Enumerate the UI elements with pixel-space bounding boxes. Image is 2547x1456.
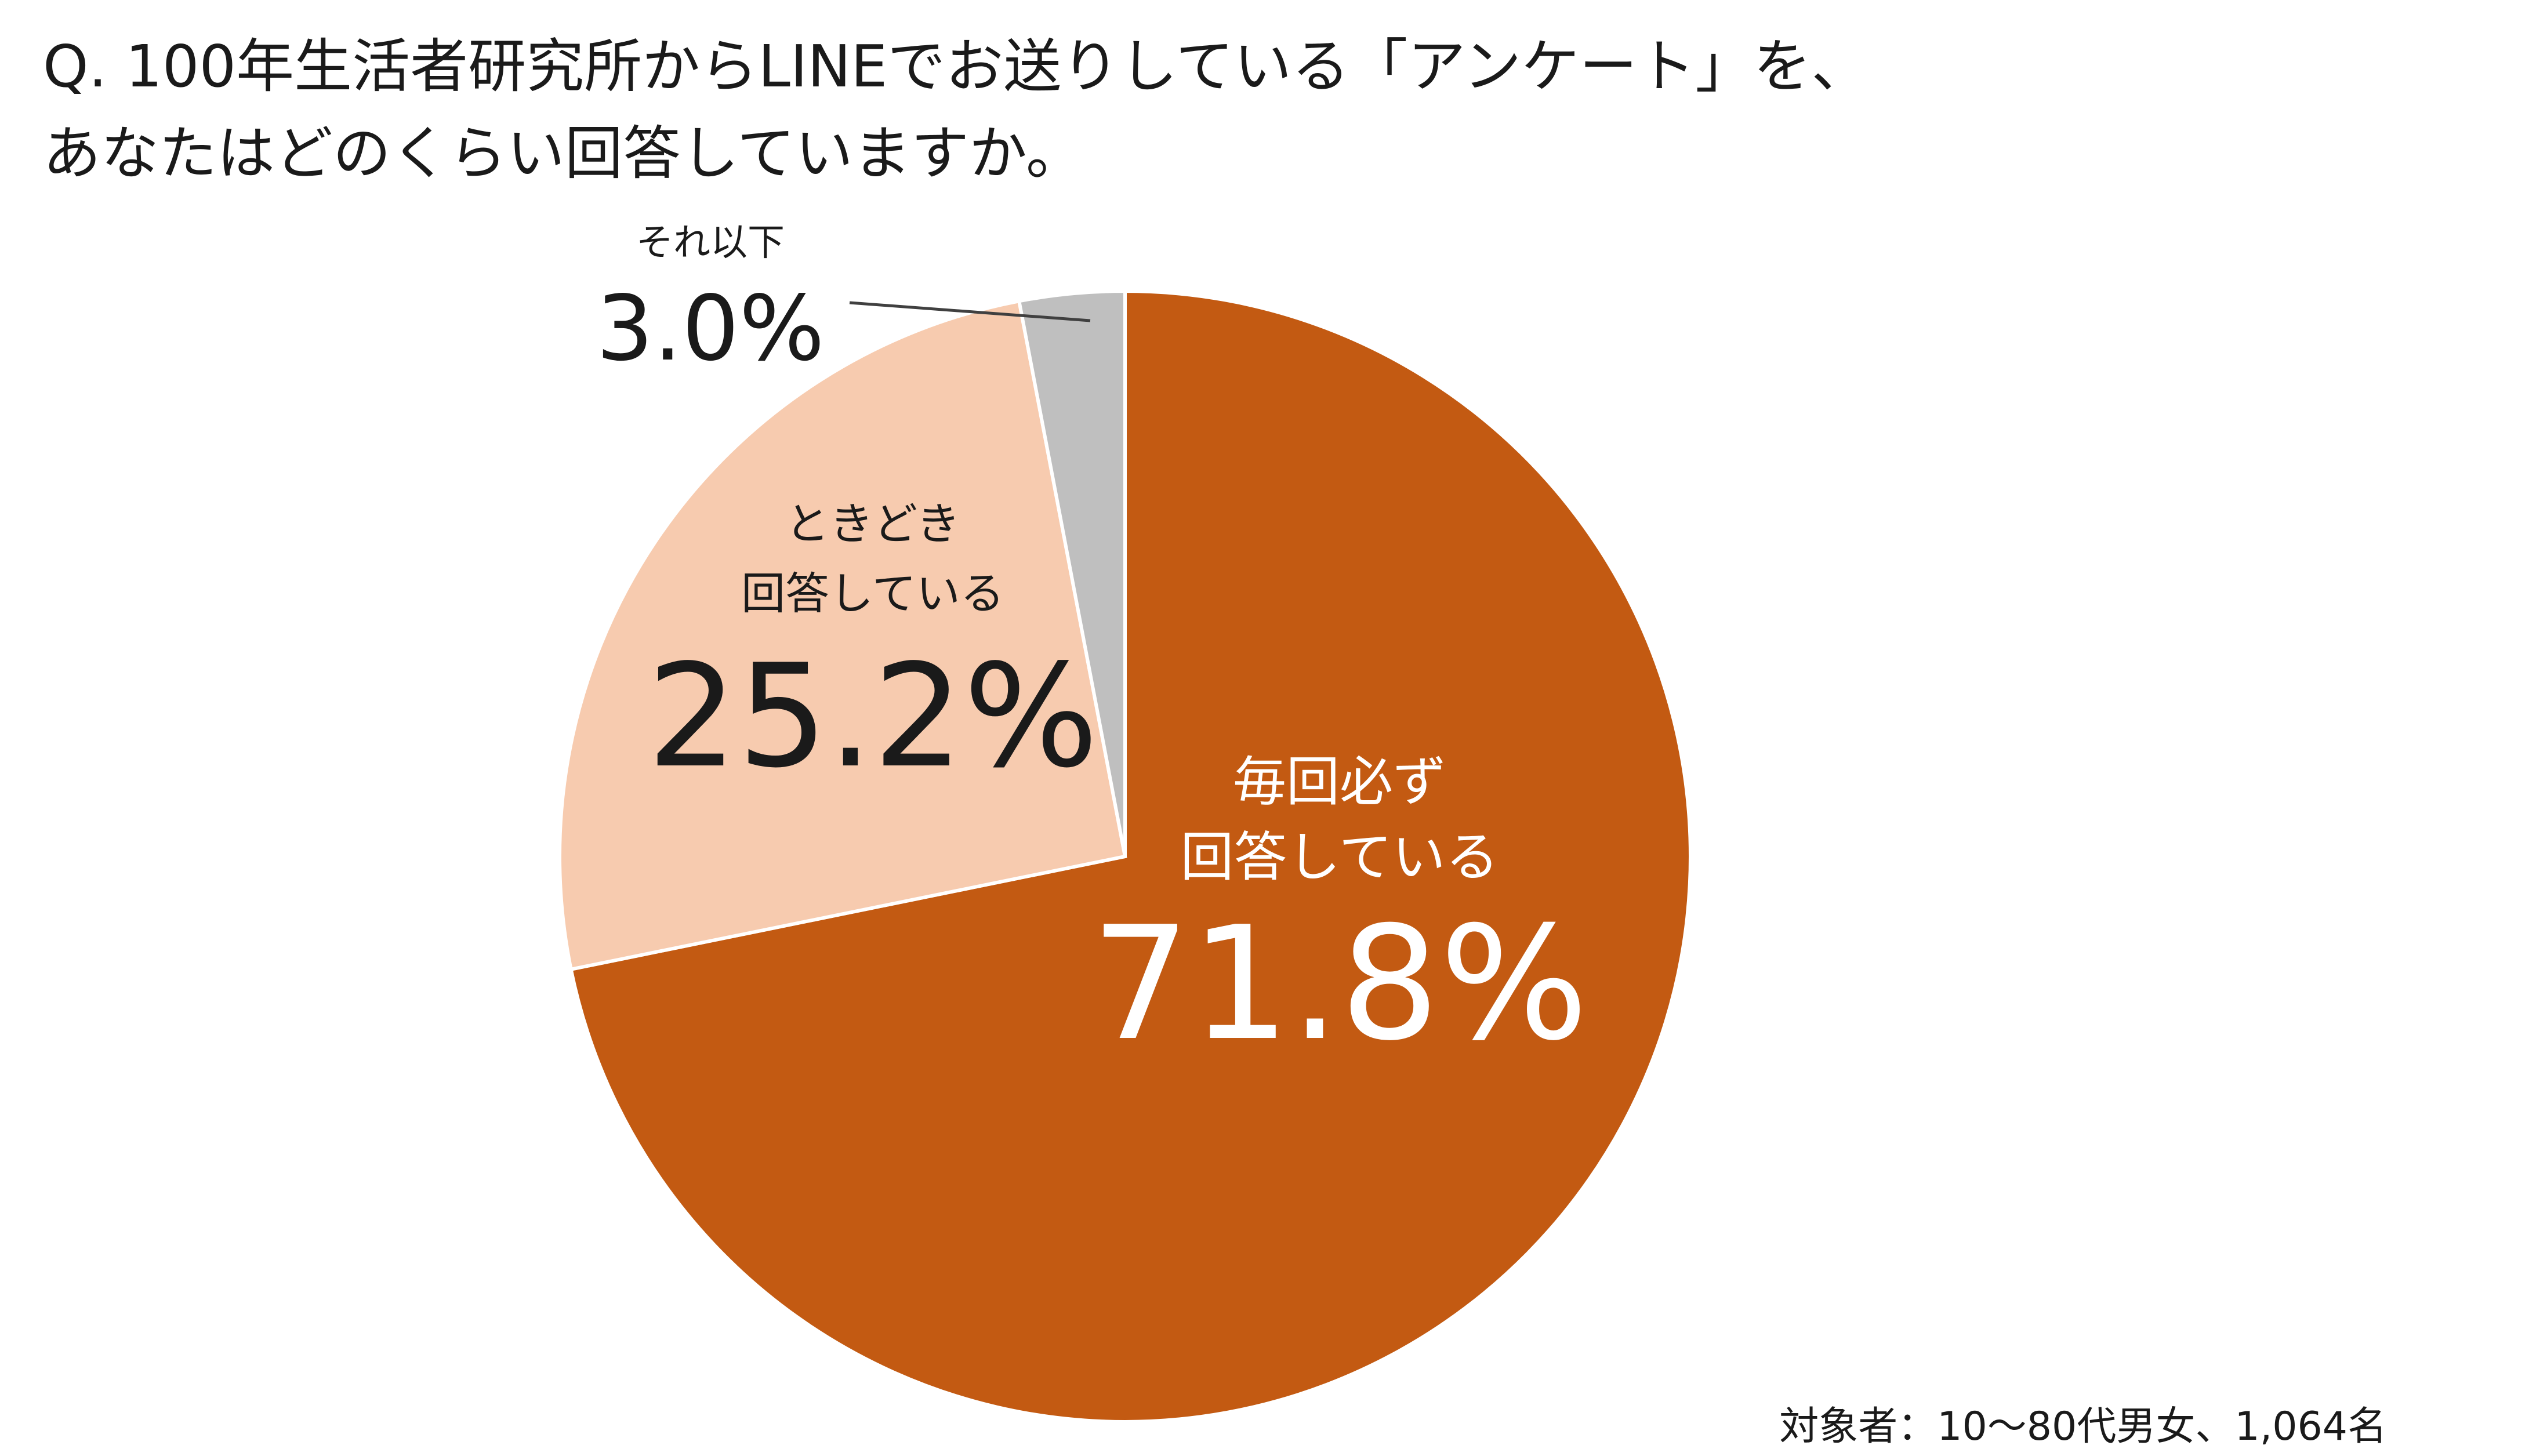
slice-category-label: ときどき [785, 498, 960, 550]
slice-less [1017, 289, 1127, 857]
slice-category-label: 回答している [1180, 826, 1499, 888]
question-title: Q. 100年生活者研究所からLINEでお送りしている「アンケート」を、 あなた… [43, 23, 1869, 197]
slice-sometimes [558, 299, 1127, 972]
question-line-1: Q. 100年生活者研究所からLINEでお送りしている「アンケート」を、 [43, 32, 1870, 100]
leader-line-sorekai [849, 301, 1091, 322]
question-line-2: あなたはどのくらい回答していますか。 [43, 119, 1084, 187]
footnote-respondents: 対象者：10～80代男女、1,064名 [1779, 1404, 2387, 1450]
slice-value-label: 71.8% [1091, 892, 1588, 1075]
slice-value-label: 25.2% [647, 634, 1098, 799]
slice-category-label: 回答している [741, 568, 1004, 619]
slice-every-time [569, 289, 1692, 1424]
slice-category-label: それ以下 [636, 222, 785, 264]
slice-value-label: 3.0% [596, 276, 825, 381]
slice-category-label: 毎回必ず [1233, 751, 1446, 813]
